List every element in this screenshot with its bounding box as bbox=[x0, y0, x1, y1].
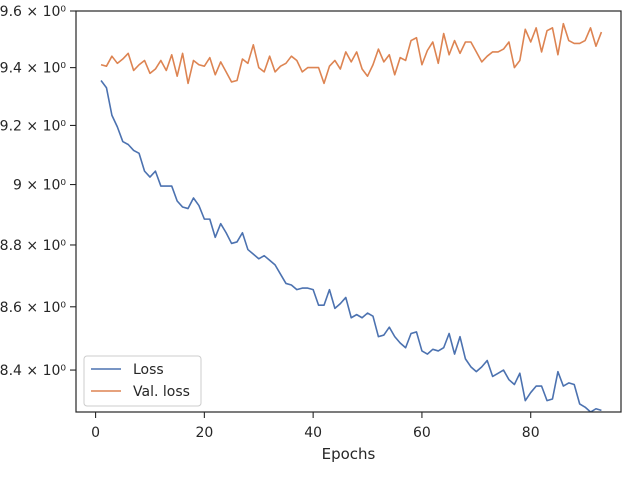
x-tick-label: 0 bbox=[91, 425, 100, 441]
y-tick-label: 8.6 × 10⁰ bbox=[0, 300, 66, 316]
y-tick-label: 8.8 × 10⁰ bbox=[0, 238, 66, 254]
series-line-val-loss bbox=[100, 22, 603, 85]
legend-label-loss: Loss bbox=[133, 362, 164, 378]
x-tick-label: 60 bbox=[413, 425, 431, 441]
plot-frame bbox=[75, 10, 622, 413]
y-tick-label: 9.6 × 10⁰ bbox=[0, 4, 66, 20]
x-axis-title: Epochs bbox=[322, 445, 376, 463]
y-axis: 8.4 × 10⁰ 8.6 × 10⁰ 8.8 × 10⁰ 9 × 10⁰ 9.2 × … bbox=[0, 4, 76, 379]
x-axis: 0 20 40 60 80 bbox=[91, 412, 540, 441]
y-tick-label: 8.4 × 10⁰ bbox=[0, 363, 66, 379]
y-tick-label: 9.2 × 10⁰ bbox=[0, 118, 66, 134]
series-layer bbox=[100, 22, 603, 412]
y-tick-label: 9 × 10⁰ bbox=[13, 178, 66, 194]
y-tick-label: 9.4 × 10⁰ bbox=[0, 61, 66, 77]
x-tick-label: 20 bbox=[195, 425, 213, 441]
legend-label-val-loss: Val. loss bbox=[133, 384, 190, 400]
legend: Loss Val. loss bbox=[83, 355, 202, 407]
x-tick-label: 80 bbox=[522, 425, 540, 441]
x-tick-label: 40 bbox=[304, 425, 322, 441]
series-line-loss bbox=[100, 80, 602, 412]
